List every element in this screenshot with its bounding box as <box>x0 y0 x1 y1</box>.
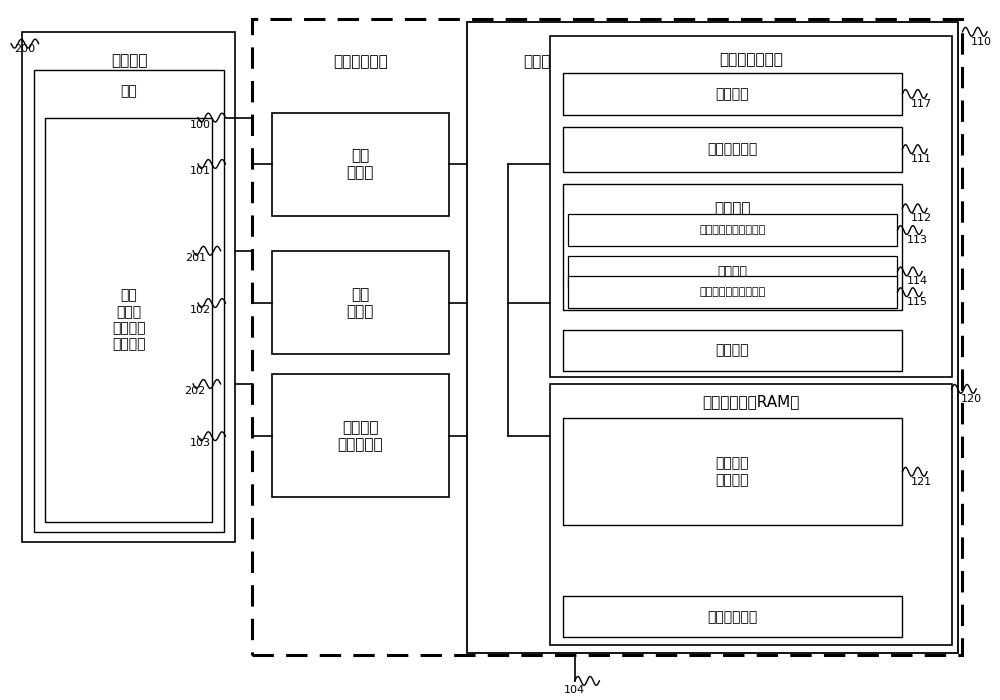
FancyBboxPatch shape <box>550 384 952 645</box>
Text: 系统程序: 系统程序 <box>715 87 749 101</box>
Text: 202: 202 <box>185 386 206 396</box>
FancyBboxPatch shape <box>22 32 235 542</box>
Text: 全部
装置的
标定装置
控制信息: 全部 装置的 标定装置 控制信息 <box>112 288 146 351</box>
FancyBboxPatch shape <box>563 330 902 371</box>
Text: 112: 112 <box>911 214 932 223</box>
FancyBboxPatch shape <box>272 251 449 354</box>
Text: 操作
处理部: 操作 处理部 <box>347 287 374 319</box>
FancyBboxPatch shape <box>563 74 902 115</box>
FancyBboxPatch shape <box>568 214 897 246</box>
Text: 201: 201 <box>185 253 206 262</box>
Text: 设备: 设备 <box>121 84 137 98</box>
FancyBboxPatch shape <box>568 256 897 287</box>
FancyBboxPatch shape <box>563 596 902 638</box>
FancyBboxPatch shape <box>272 113 449 216</box>
Text: 110: 110 <box>971 36 992 47</box>
Text: 101: 101 <box>190 166 211 176</box>
Text: 其他数据: 其他数据 <box>715 344 749 358</box>
Text: 装置全体通信设定信息: 装置全体通信设定信息 <box>699 287 765 298</box>
Text: 可编程显示器: 可编程显示器 <box>333 54 388 69</box>
Text: 104: 104 <box>564 685 585 695</box>
Text: 114: 114 <box>906 276 927 286</box>
Text: 121: 121 <box>911 477 932 486</box>
Text: 其他作业数据: 其他作业数据 <box>707 610 757 624</box>
Text: 113: 113 <box>906 235 927 245</box>
Text: 200: 200 <box>15 43 36 54</box>
FancyBboxPatch shape <box>272 374 449 498</box>
FancyBboxPatch shape <box>563 183 902 310</box>
Text: 显示
处理部: 显示 处理部 <box>347 148 374 180</box>
Text: 115: 115 <box>906 297 927 307</box>
Text: 非易失性存储器: 非易失性存储器 <box>719 52 783 67</box>
Text: 装置个体控制定义信息: 装置个体控制定义信息 <box>699 225 765 235</box>
Text: 装置标定信息: 装置标定信息 <box>707 142 757 156</box>
Text: 绘图数据: 绘图数据 <box>714 201 750 216</box>
Text: 外部仪器
通信处理部: 外部仪器 通信处理部 <box>338 420 383 452</box>
Text: 103: 103 <box>190 438 211 448</box>
FancyBboxPatch shape <box>563 419 902 525</box>
FancyBboxPatch shape <box>34 70 224 532</box>
Text: 外部仪器: 外部仪器 <box>111 53 147 68</box>
Text: 工作存储器（RAM）: 工作存储器（RAM） <box>702 394 800 410</box>
Text: 117: 117 <box>911 99 932 108</box>
Text: 102: 102 <box>190 305 211 315</box>
FancyBboxPatch shape <box>568 276 897 308</box>
Text: 120: 120 <box>960 393 982 404</box>
Text: 111: 111 <box>911 154 932 164</box>
Text: 100: 100 <box>190 120 211 130</box>
FancyBboxPatch shape <box>467 22 958 653</box>
FancyBboxPatch shape <box>550 36 952 377</box>
Text: 标定装置
控制信息: 标定装置 控制信息 <box>715 456 749 486</box>
FancyBboxPatch shape <box>563 127 902 172</box>
Text: 共通信息: 共通信息 <box>717 265 747 278</box>
FancyBboxPatch shape <box>45 118 212 522</box>
Text: 控制部: 控制部 <box>524 54 551 69</box>
